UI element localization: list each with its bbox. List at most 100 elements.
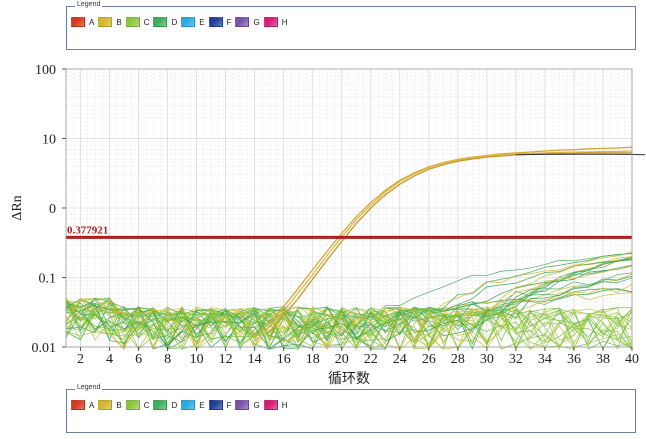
legend-item-g[interactable]: G — [235, 400, 260, 410]
amplification-curve — [254, 150, 633, 342]
legend-swatch — [181, 17, 196, 27]
x-tick-label: 10 — [190, 352, 204, 367]
legend-item-h[interactable]: H — [263, 17, 288, 27]
legend-item-c[interactable]: C — [125, 17, 150, 27]
legend-label: G — [253, 17, 260, 27]
legend-item-c[interactable]: C — [125, 400, 150, 410]
legend-item-h[interactable]: H — [263, 400, 288, 410]
legend-item-d[interactable]: D — [153, 400, 177, 410]
legend-label: E — [199, 400, 205, 410]
legend-label: G — [253, 400, 260, 410]
legend-label: A — [89, 17, 95, 27]
background-curve — [65, 283, 633, 351]
background-curves — [65, 251, 633, 351]
background-curve — [65, 297, 633, 350]
x-tick-label: 40 — [625, 352, 639, 367]
legend-item-b[interactable]: B — [98, 400, 122, 410]
legend-top: Legend A B C D E F G H — [66, 0, 636, 50]
x-tick-label: 12 — [219, 352, 233, 367]
legend-item-a[interactable]: A — [71, 400, 94, 410]
legend-swatch — [98, 17, 113, 27]
legend-title: Legend — [75, 0, 103, 10]
background-curve — [65, 251, 633, 350]
y-tick-label: 0.01 — [32, 341, 57, 356]
legend-label: B — [116, 400, 122, 410]
legend-label: F — [226, 17, 232, 27]
background-curve — [65, 298, 633, 350]
legend-swatch — [263, 17, 278, 27]
y-tick-label: 0 — [49, 202, 56, 217]
legend-item-f[interactable]: F — [208, 400, 232, 410]
x-tick-label: 24 — [393, 352, 407, 367]
y-axis-label: ΔRn — [10, 195, 25, 220]
amplification-curve — [515, 153, 646, 156]
legend-label: F — [226, 400, 232, 410]
x-tick-label: 30 — [480, 352, 494, 367]
legend-swatch — [235, 400, 250, 410]
legend-item-b[interactable]: B — [98, 17, 122, 27]
legend-label: E — [199, 17, 205, 27]
x-tick-label: 18 — [306, 352, 320, 367]
legend-item-e[interactable]: E — [181, 17, 205, 27]
legend-swatch — [153, 17, 168, 27]
legend-label: H — [281, 400, 288, 410]
x-tick-label: 14 — [248, 352, 262, 367]
x-tick-label: 20 — [335, 352, 349, 367]
legend-swatch — [71, 17, 85, 27]
background-curve — [65, 307, 632, 350]
background-curve — [65, 252, 633, 350]
legend-title: Legend — [75, 383, 103, 393]
x-tick-label: 38 — [596, 352, 610, 367]
legend-label: D — [171, 400, 178, 410]
amplification-curve — [254, 146, 633, 338]
threshold-label: 0.377921 — [67, 224, 108, 236]
x-tick-label: 34 — [538, 352, 552, 367]
x-tick-label: 8 — [164, 352, 171, 367]
background-curve — [65, 299, 633, 350]
x-tick-label: 22 — [364, 352, 378, 367]
x-tick-label: 16 — [277, 352, 291, 367]
legend-item-g[interactable]: G — [235, 17, 260, 27]
legend-swatch — [153, 400, 168, 410]
legend-item-d[interactable]: D — [153, 17, 177, 27]
x-axis-label: 循环数 — [328, 371, 370, 387]
x-tick-label: 32 — [509, 352, 523, 367]
legend-label: C — [143, 400, 150, 410]
legend-bottom: Legend A B C D E F G H — [66, 383, 636, 433]
legend-label: H — [281, 17, 288, 27]
background-curve — [65, 300, 633, 350]
x-tick-label: 36 — [567, 352, 581, 367]
legend-swatch — [235, 17, 250, 27]
legend-item-a[interactable]: A — [71, 17, 94, 27]
legend-label: D — [171, 17, 178, 27]
legend-swatch — [181, 400, 196, 410]
legend-swatch — [98, 400, 113, 410]
background-curve — [65, 275, 633, 350]
y-tick-label: 10 — [42, 133, 56, 148]
background-curve — [65, 306, 633, 350]
legend-swatch — [263, 400, 278, 410]
x-tick-label: 6 — [135, 352, 142, 367]
amplification-curve — [268, 152, 632, 334]
legend-items: A B C D E F G H — [71, 400, 292, 410]
background-curve — [65, 306, 633, 350]
x-tick-label: 28 — [451, 352, 465, 367]
background-curve — [65, 265, 633, 351]
legend-label: C — [143, 17, 150, 27]
background-curve — [65, 258, 633, 347]
legend-swatch — [208, 17, 223, 27]
legend-swatch — [125, 400, 140, 410]
legend-swatch — [71, 400, 85, 410]
legend-label: A — [89, 400, 95, 410]
x-tick-label: 2 — [77, 352, 84, 367]
legend-items: A B C D E F G H — [71, 17, 292, 27]
x-tick-label: 4 — [106, 352, 113, 367]
legend-item-f[interactable]: F — [208, 17, 232, 27]
y-tick-label: 100 — [35, 63, 56, 78]
legend-item-e[interactable]: E — [181, 400, 205, 410]
legend-label: B — [116, 17, 122, 27]
y-tick-label: 0.1 — [39, 272, 57, 287]
legend-swatch — [125, 17, 140, 27]
legend-swatch — [208, 400, 223, 410]
